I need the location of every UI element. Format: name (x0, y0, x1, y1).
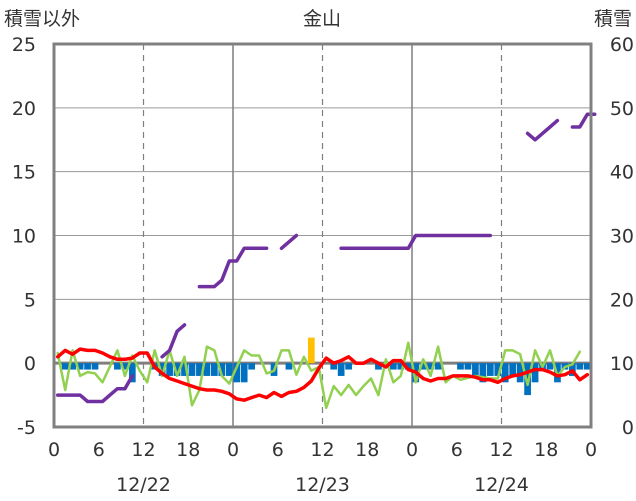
snowfall_bar (457, 363, 464, 370)
left-tick-label: 20 (12, 98, 36, 120)
snow-depth-line (55, 374, 135, 404)
x-tick-label: 18 (355, 439, 379, 461)
x-tick-label: 18 (176, 439, 200, 461)
right-tick-label: 30 (610, 226, 634, 248)
snowfall_bar (464, 363, 472, 370)
snowfall_bar (419, 363, 427, 370)
snowfall_bar (389, 363, 397, 370)
left-tick-label: 25 (12, 34, 36, 56)
x-tick-label: 0 (406, 439, 418, 461)
snowfall_bar (486, 363, 494, 376)
snowfall_bar (203, 363, 211, 376)
right-tick-label: 60 (610, 34, 634, 56)
snowfall_bar (531, 363, 539, 383)
left-tick-label: 0 (24, 353, 36, 375)
left-axis-label: 積雪以外 (4, 8, 80, 30)
left-tick-label: 10 (12, 226, 36, 248)
right-tick-label: 0 (622, 417, 634, 439)
plot-frame (52, 42, 593, 429)
precip_bar (307, 337, 315, 364)
snowfall_bar (509, 363, 517, 376)
snowfall_bar (240, 363, 248, 383)
snow-depth-line (525, 118, 560, 142)
snowfall_bar (479, 363, 487, 383)
snowfall_bar (158, 363, 166, 376)
snowfall_bar (181, 363, 188, 376)
snowfall_bar (121, 363, 129, 370)
snowfall_bar (337, 363, 345, 376)
snowfall_bar (516, 363, 524, 383)
snowfall_bar (91, 363, 99, 370)
snowfall_bar (494, 363, 502, 376)
snow-depth-line (399, 233, 493, 251)
snowfall_bar (397, 363, 405, 370)
x-tick-label: 12 (489, 439, 513, 461)
right-tick-label: 10 (610, 353, 634, 375)
snowfall_bar (546, 363, 554, 370)
x-tick-label: 0 (227, 439, 239, 461)
x-tick-label: 6 (451, 439, 463, 461)
snowfall_bar (501, 363, 509, 383)
snowfall_bar (128, 363, 136, 383)
snowfall_bar (69, 363, 77, 370)
snowfall_bar (218, 363, 226, 376)
x-tick-label: 6 (272, 439, 284, 461)
wind-line (56, 341, 582, 410)
right-tick-label: 20 (610, 289, 634, 311)
snowfall_bar (330, 363, 338, 370)
snowfall_bar (76, 363, 84, 370)
snowfall_bar (576, 363, 584, 370)
snowfall_bar (225, 363, 233, 376)
left-tick-label: -5 (17, 417, 36, 439)
right-axis-label: 積雪 (594, 8, 632, 30)
snowfall_bar (375, 363, 382, 370)
right-tick-label: 50 (610, 98, 634, 120)
x-tick-label: 0 (585, 439, 597, 461)
snowfall_bar (233, 363, 241, 383)
x-tick-label: 6 (93, 439, 105, 461)
snowfall_bar (248, 363, 256, 370)
snowfall_bar (434, 363, 442, 370)
temperature-line (55, 347, 590, 402)
snowfall_bar (404, 363, 412, 370)
date-label: 12/22 (116, 474, 171, 496)
snowfall_bar (84, 363, 91, 370)
snowfall_bar (166, 363, 173, 376)
snowfall_bar (188, 363, 196, 376)
snowfall_bar (345, 363, 352, 370)
snowfall_bar (583, 363, 591, 370)
x-tick-label: 12 (310, 439, 334, 461)
snowfall_bar (173, 363, 181, 376)
date-label: 12/23 (295, 474, 350, 496)
line-layer (55, 112, 597, 410)
date-label: 12/24 (474, 474, 529, 496)
right-tick-label: 40 (610, 162, 634, 184)
snowfall_bar (427, 363, 435, 370)
snowfall_bar (472, 363, 479, 376)
x-tick-label: 0 (48, 439, 60, 461)
left-tick-label: 5 (24, 289, 36, 311)
snow-depth-line (160, 323, 187, 359)
chart-title: 金山 (303, 8, 341, 30)
snowfall_bar (196, 363, 203, 376)
x-tick-label: 18 (534, 439, 558, 461)
left-tick-label: 15 (12, 162, 36, 184)
snow-depth-line (279, 233, 299, 251)
x-tick-label: 12 (131, 439, 155, 461)
snowfall_bar (285, 363, 293, 370)
snowfall_bar (61, 363, 69, 370)
snowfall_bar (210, 363, 218, 376)
snowfall_bar (114, 363, 121, 370)
snow-depth-line (197, 246, 254, 289)
